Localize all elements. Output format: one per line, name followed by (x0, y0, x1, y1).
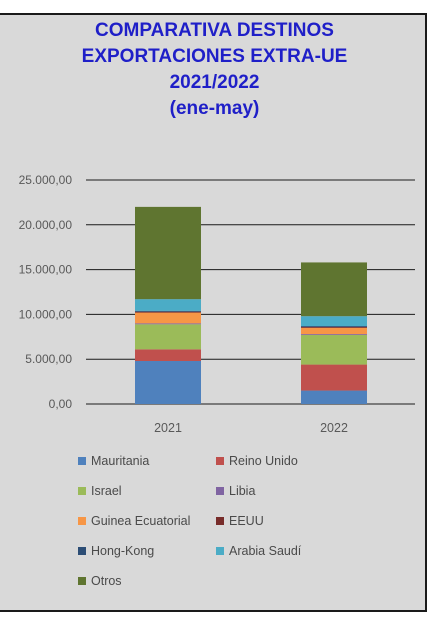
legend-item: Arabia Saudí (216, 542, 386, 560)
legend-label: Guinea Ecuatorial (91, 514, 191, 528)
legend-item: Hong-Kong (78, 542, 216, 560)
legend-swatch (216, 547, 224, 555)
bar-segment (301, 326, 367, 327)
legend-label: Hong-Kong (91, 544, 155, 558)
chart-title-line-1: COMPARATIVA DESTINOS (95, 20, 334, 41)
legend-item: EEUU (216, 512, 386, 530)
bar-segment (135, 311, 201, 313)
bar-segment (301, 334, 367, 336)
bar-segment (301, 390, 367, 404)
x-tick-label: 2021 (154, 421, 182, 435)
y-tick-label: 25.000,00 (19, 173, 73, 187)
legend-item: Mauritania (78, 452, 216, 470)
legend-swatch (78, 457, 86, 465)
legend-label: Libia (229, 484, 256, 498)
chart-title-line-4: (ene-may) (169, 98, 260, 119)
bar-segment (135, 324, 201, 350)
legend-swatch (78, 577, 86, 585)
y-tick-label: 0,00 (49, 397, 73, 411)
legend-item: Libia (216, 482, 386, 500)
chart-legend: Mauritania Reino Unido Israel Libia Guinea E… (78, 452, 398, 590)
bar-segment (135, 312, 201, 324)
legend-item: Otros (78, 572, 216, 590)
legend-label: Arabia Saudí (229, 544, 302, 558)
bar-segment (301, 326, 367, 328)
legend-item: Reino Unido (216, 452, 386, 470)
bar-segment (135, 349, 201, 361)
chart-title-line-3: 2021/2022 (169, 72, 260, 93)
chart-title-line-2: EXPORTACIONES EXTRA-UE (81, 46, 348, 67)
legend-swatch (216, 517, 224, 525)
legend-label: Otros (91, 574, 122, 588)
bar-segment (301, 316, 367, 327)
legend-label: Reino Unido (229, 454, 298, 468)
bar-segment (301, 364, 367, 391)
legend-swatch (78, 487, 86, 495)
legend-swatch (216, 457, 224, 465)
y-tick-label: 15.000,00 (19, 263, 73, 277)
bar-segment (135, 206, 201, 300)
bar-segment (135, 360, 201, 404)
legend-swatch (78, 517, 86, 525)
bar-segment (301, 262, 367, 317)
legend-item: Guinea Ecuatorial (78, 512, 216, 530)
legend-label: Israel (91, 484, 122, 498)
y-tick-label: 5.000,00 (25, 352, 72, 366)
x-tick-label: 2022 (320, 421, 348, 435)
bar-segment (135, 310, 201, 312)
bar-segment (135, 299, 201, 311)
legend-swatch (78, 547, 86, 555)
y-tick-label: 10.000,00 (19, 307, 73, 321)
y-tick-label: 20.000,00 (19, 218, 73, 232)
legend-label: EEUU (229, 514, 264, 528)
bar-segment (301, 327, 367, 335)
bar-segment (301, 335, 367, 365)
bar-segment (135, 323, 201, 325)
legend-label: Mauritania (91, 454, 150, 468)
legend-swatch (216, 487, 224, 495)
chart-title: COMPARATIVA DESTINOS EXPORTACIONES EXTRA… (0, 18, 429, 122)
legend-item: Israel (78, 482, 216, 500)
